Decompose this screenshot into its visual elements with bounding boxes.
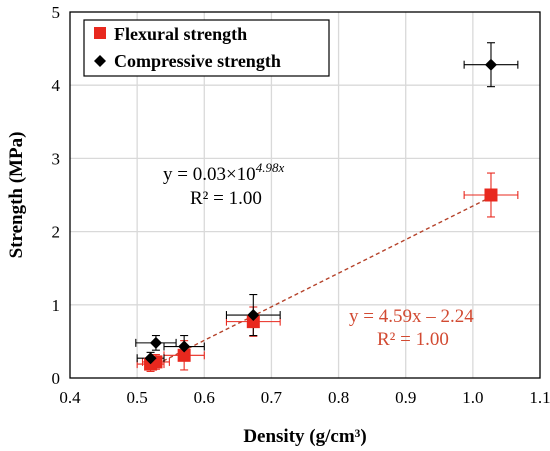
legend-square-marker bbox=[94, 27, 106, 39]
compressive-data-point bbox=[247, 309, 260, 322]
trend-lines bbox=[150, 196, 492, 368]
compressive-fit-equation: y = 0.03×104.98x bbox=[163, 160, 284, 185]
x-tick-label: 0.7 bbox=[261, 388, 283, 407]
flexural-data-point bbox=[484, 188, 498, 202]
compressive-data-point bbox=[149, 336, 162, 349]
compressive-fit-equation-main: y = 0.03×10 bbox=[163, 164, 256, 185]
x-tick-label: 0.4 bbox=[59, 388, 81, 407]
legend-label-flexural: Flexural strength bbox=[114, 24, 247, 44]
compressive-data-point bbox=[144, 352, 157, 365]
x-tick-label: 1.0 bbox=[462, 388, 483, 407]
y-axis-label: Strength (MPa) bbox=[6, 132, 27, 259]
y-tick-label: 1 bbox=[52, 296, 61, 315]
flexural-fit-equation: y = 4.59x – 2.24 bbox=[349, 306, 474, 327]
flexural-data-point bbox=[177, 348, 191, 362]
x-axis-tick-labels: 0.4 0.5 0.6 0.7 0.8 0.9 1.0 1.1 bbox=[59, 388, 550, 407]
compressive-data-point bbox=[484, 58, 497, 71]
legend: Flexural strength Compressive strength bbox=[83, 19, 330, 77]
x-tick-label: 1.1 bbox=[529, 388, 550, 407]
legend-label-compressive: Compressive strength bbox=[114, 51, 281, 71]
flexural-data-point bbox=[246, 315, 260, 329]
flexural-fit-r2: R² = 1.00 bbox=[377, 329, 449, 350]
legend-box bbox=[83, 19, 330, 77]
y-tick-label: 3 bbox=[52, 149, 61, 168]
x-axis-label: Density (g/cm³) bbox=[243, 426, 366, 447]
x-tick-label: 0.8 bbox=[328, 388, 349, 407]
y-tick-label: 4 bbox=[52, 76, 61, 95]
y-tick-label: 5 bbox=[52, 3, 61, 22]
flexural-trend-line bbox=[150, 196, 492, 368]
data-markers bbox=[144, 58, 498, 371]
x-tick-label: 0.6 bbox=[194, 388, 215, 407]
x-tick-label: 0.5 bbox=[127, 388, 148, 407]
compressive-data-point bbox=[178, 340, 191, 353]
x-tick-label: 0.9 bbox=[395, 388, 416, 407]
compressive-fit-r2: R² = 1.00 bbox=[190, 188, 262, 209]
legend-diamond-marker bbox=[94, 55, 106, 67]
y-tick-label: 2 bbox=[52, 223, 61, 242]
y-tick-label: 0 bbox=[52, 369, 61, 388]
plot-area-frame bbox=[69, 11, 541, 379]
compressive-fit-equation-exponent: 4.98x bbox=[256, 160, 285, 175]
y-axis-tick-labels: 0 1 2 3 4 5 bbox=[52, 3, 61, 388]
